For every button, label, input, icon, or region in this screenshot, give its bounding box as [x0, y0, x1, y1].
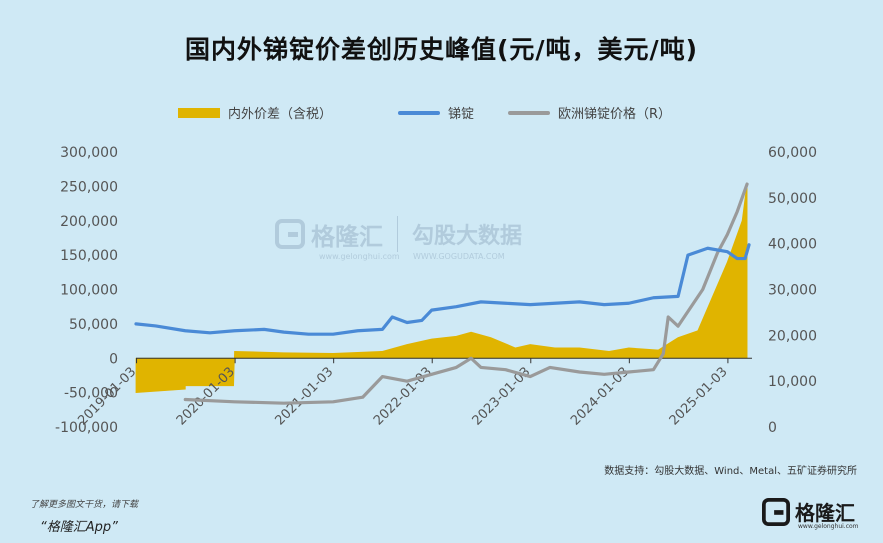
- y-left-tick-label: 250,000: [60, 179, 118, 195]
- chart-title: 国内外锑锭价差创历史峰值(元/吨，美元/吨): [184, 35, 699, 64]
- y-right-tick-label: 40,000: [768, 237, 817, 253]
- download-app: “格隆汇App”: [40, 520, 118, 535]
- legend-label-europe: 欧洲锑锭价格（R）: [558, 107, 672, 122]
- legend-label-spread: 内外价差（含税）: [228, 107, 333, 122]
- watermark-right: 勾股大数据: [412, 224, 523, 249]
- legend-item-europe: 欧洲锑锭价格（R）: [508, 103, 671, 122]
- brand-logo: 格隆汇 www.gelonghui.com: [762, 497, 859, 530]
- y-left-tick-label: 150,000: [60, 248, 118, 264]
- y-right-tick-label: 30,000: [768, 283, 817, 299]
- watermark-left-sub: www.gelonghui.com: [319, 252, 400, 261]
- legend-label-domestic: 锑锭: [448, 107, 475, 122]
- legend-swatch-spread: [178, 107, 220, 118]
- x-tick-label: 2021-01-03: [272, 364, 336, 428]
- y-right-tick-label: 50,000: [768, 191, 817, 207]
- y-left-tick-label: 200,000: [60, 214, 118, 230]
- y-right-tick-label: 20,000: [768, 328, 817, 344]
- legend: 内外价差（含税） 锑锭 欧洲锑锭价格（R）: [0, 103, 883, 123]
- legend-item-domestic: 锑锭: [398, 103, 474, 122]
- brand-name: 格隆汇: [795, 501, 855, 525]
- y-right-tick-label: 10,000: [768, 374, 817, 390]
- y-left-tick-label: 50,000: [69, 317, 118, 333]
- watermark-left: 格隆汇: [311, 222, 383, 251]
- chart-plot: -100,000 -50,000 0 50,000 100,000 150,000 200,…: [55, 145, 817, 436]
- watermark-right-sub: WWW.GOGUDATA.COM: [413, 252, 505, 261]
- legend-swatch-domestic: [398, 110, 440, 115]
- legend-item-spread: 内外价差（含税）: [178, 103, 332, 122]
- download-note: 了解更多图文干货，请下载: [30, 500, 139, 510]
- y-left-tick-label: 300,000: [60, 145, 118, 161]
- legend-swatch-europe: [508, 110, 550, 115]
- brand-logo-icon: [762, 497, 790, 526]
- y-right-tick-label: 60,000: [768, 145, 817, 161]
- y-left-tick-label: 100,000: [60, 283, 118, 299]
- y-right-tick-label: 0: [768, 420, 777, 436]
- y-left-tick-label: 0: [109, 351, 118, 367]
- x-tick-label: 2025-01-03: [667, 364, 731, 428]
- watermark-logo-icon: [275, 219, 305, 249]
- brand-sub: www.gelonghui.com: [798, 523, 859, 530]
- source-note: 数据支持：勾股大数据、Wind、Metal、五矿证券研究所: [604, 466, 857, 477]
- series-line-europe: [183, 182, 749, 405]
- y-left-tick-label: -100,000: [55, 420, 118, 436]
- x-tick-label: 2022-01-03: [371, 364, 435, 428]
- y-left-tick-label: -50,000: [64, 386, 118, 402]
- series-area-spread: [135, 182, 748, 394]
- watermark-divider: [397, 216, 398, 252]
- watermark: 格隆汇 勾股大数据 www.gelonghui.com WWW.GOGUDATA…: [275, 216, 523, 261]
- series-line-domestic: [134, 243, 751, 336]
